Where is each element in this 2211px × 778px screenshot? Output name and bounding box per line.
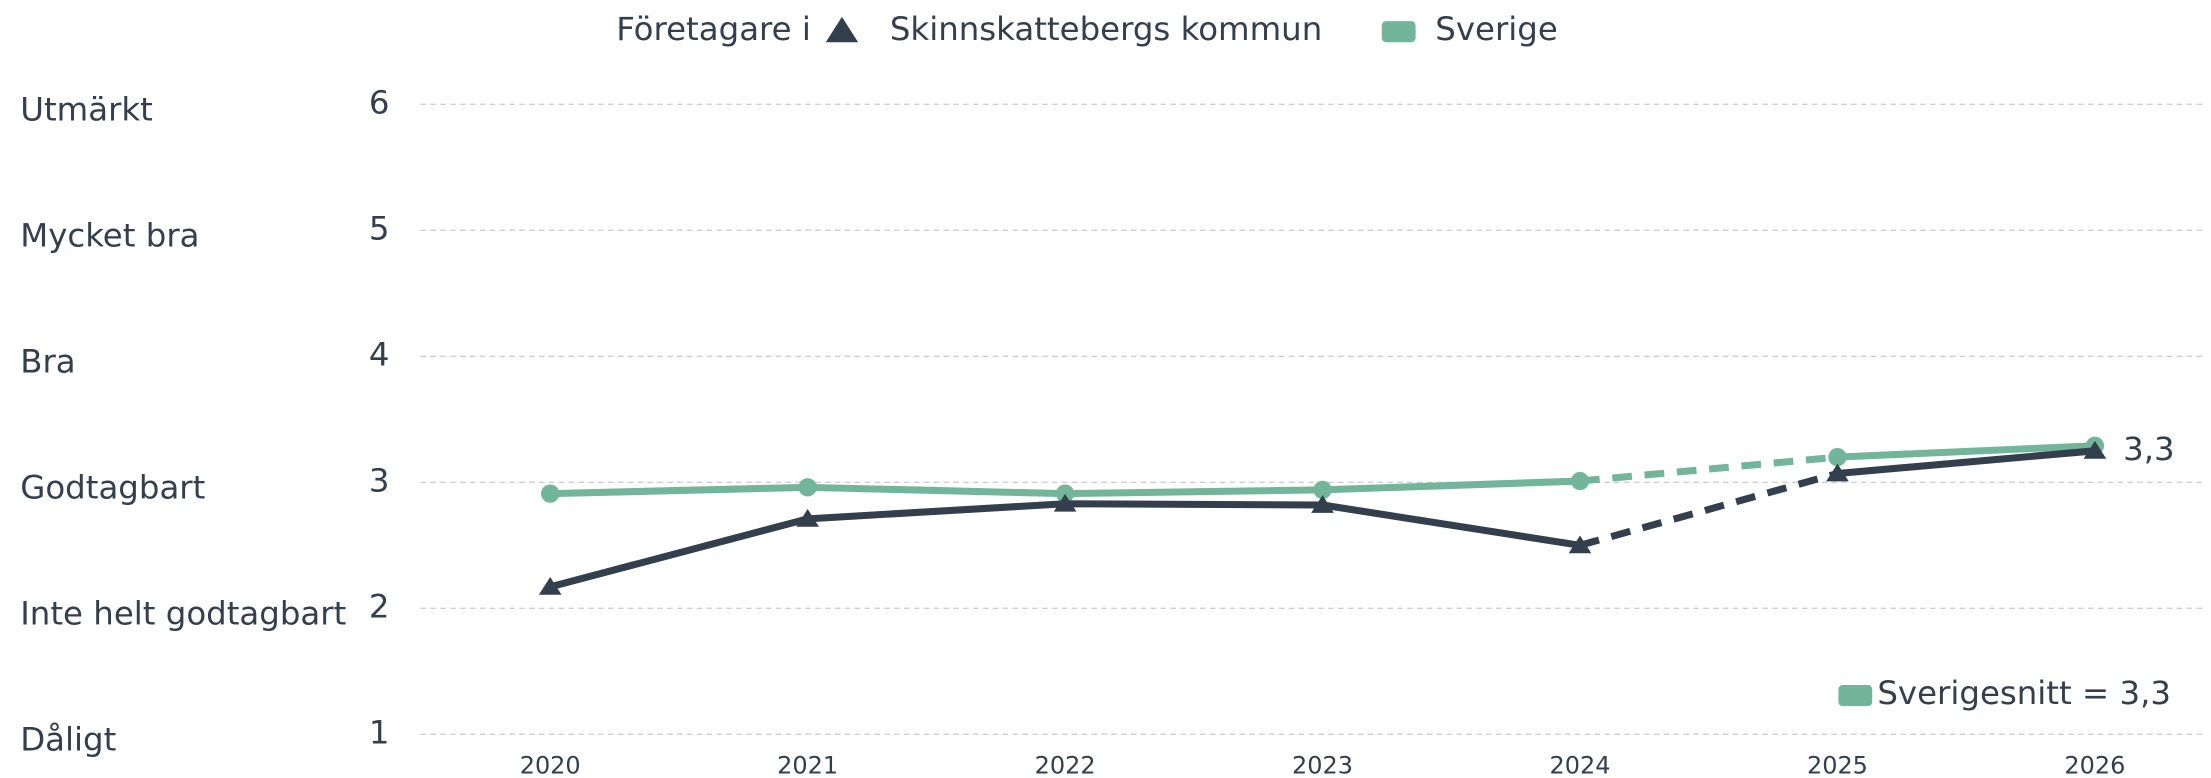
marker <box>796 508 819 527</box>
marker <box>538 577 562 595</box>
series-line <box>1579 470 1839 549</box>
marker <box>541 484 560 503</box>
marker <box>1313 480 1332 500</box>
marker <box>1053 493 1077 512</box>
marker <box>1055 484 1075 503</box>
series-line <box>1579 453 1838 485</box>
marker <box>1828 447 1847 467</box>
x-tick-label: 2024 <box>1550 752 1611 778</box>
y-tick-label: 5 <box>369 209 390 247</box>
y-tick-name: Mycket bra <box>20 216 199 254</box>
legend-marker <box>825 16 859 43</box>
x-tick-label: 2026 <box>2064 752 2125 778</box>
y-tick-name: Utmärkt <box>20 90 153 128</box>
series-line <box>1837 442 2096 461</box>
y-tick-label: 6 <box>369 83 390 121</box>
marker <box>2083 440 2107 459</box>
y-tick-label: 3 <box>369 461 390 499</box>
annotation-swatch <box>1838 684 1873 707</box>
series-line <box>549 500 1581 591</box>
annotation: Sverigesnitt = 3,3 <box>1877 674 2171 712</box>
y-tick-name: Inte helt godtagbart <box>20 594 346 632</box>
x-tick-label: 2020 <box>520 752 581 778</box>
y-tick-label: 2 <box>369 587 390 625</box>
marker <box>1568 535 1592 554</box>
marker <box>1311 495 1334 513</box>
legend-label: Sverige <box>1435 10 1558 48</box>
y-tick-name: Bra <box>20 342 75 380</box>
legend-label: Skinnskattebergs kommun <box>890 10 1322 48</box>
marker <box>1570 471 1590 491</box>
marker <box>798 478 817 497</box>
legend-title: Företagare i <box>616 10 811 48</box>
y-tick-name: Dåligt <box>20 720 116 758</box>
series-line <box>1837 447 2096 477</box>
y-tick-label: 4 <box>369 335 390 373</box>
x-tick-label: 2025 <box>1807 752 1868 778</box>
marker <box>1826 463 1849 482</box>
y-tick-label: 1 <box>369 713 390 751</box>
x-tick-label: 2022 <box>1035 752 1096 778</box>
legend-marker <box>1381 21 1416 43</box>
x-tick-label: 2023 <box>1292 752 1353 778</box>
x-tick-label: 2021 <box>777 752 838 778</box>
value-label: 3,3 <box>2123 430 2175 468</box>
y-tick-name: Godtagbart <box>20 468 205 506</box>
